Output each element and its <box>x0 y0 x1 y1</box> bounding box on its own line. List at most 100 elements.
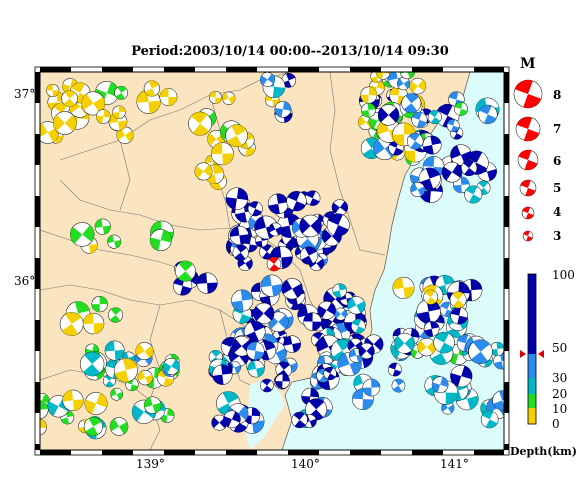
map-title: Period:2003/10/14 00:00--2013/10/14 09:3… <box>131 44 449 59</box>
magnitude-legend-ball-7 <box>515 116 541 142</box>
earthquake-marker-208 <box>351 318 366 334</box>
earthquake-marker-304 <box>417 337 436 357</box>
earthquake-marker-323 <box>431 376 449 394</box>
earthquake-marker-343 <box>79 351 105 377</box>
depth-label-0: 0 <box>552 417 560 431</box>
depth-legend-title: Depth(km) <box>510 445 577 458</box>
depth-band-0-10 <box>528 408 536 424</box>
earthquake-marker-19 <box>159 88 178 106</box>
magnitude-legend-header: M <box>520 56 536 72</box>
earthquake-marker-22 <box>222 91 236 105</box>
earthquake-marker-4 <box>40 121 59 144</box>
earthquake-marker-321 <box>492 390 504 411</box>
earthquake-marker-371 <box>94 218 111 235</box>
earthquake-marker-348 <box>137 370 153 386</box>
earthquake-marker-25 <box>209 90 222 104</box>
earthquake-marker-108 <box>401 93 422 114</box>
earthquake-marker-356 <box>91 296 108 313</box>
magnitude-legend-ball-6 <box>517 149 539 171</box>
earthquake-marker-192 <box>260 274 283 297</box>
earthquake-marker-249 <box>223 410 241 429</box>
earthquake-marker-205 <box>253 302 275 325</box>
earthquake-marker-357 <box>107 307 124 323</box>
earthquake-marker-331 <box>135 342 154 361</box>
earthquake-marker-353 <box>83 417 103 437</box>
earthquake-marker-14 <box>81 91 106 116</box>
earthquake-marker-374 <box>107 234 122 249</box>
earthquake-marker-104 <box>454 102 468 116</box>
earthquake-marker-265 <box>362 378 381 397</box>
magnitude-legend-ball-5 <box>519 179 537 197</box>
mag-label-4: 4 <box>553 205 561 219</box>
earthquake-marker-152 <box>229 225 249 246</box>
earthquake-marker-70 <box>360 86 378 104</box>
earthquake-marker-33 <box>225 124 248 147</box>
earthquake-marker-359 <box>40 418 47 436</box>
earthquake-marker-346 <box>84 392 108 415</box>
depth-marker-left <box>520 350 526 358</box>
earthquake-marker-376 <box>70 222 95 247</box>
earthquake-marker-350 <box>110 387 123 401</box>
earthquake-marker-144 <box>267 193 289 215</box>
earthquake-marker-0 <box>116 126 134 144</box>
mag-label-8: 8 <box>553 88 561 102</box>
earthquake-marker-20 <box>143 80 160 97</box>
earthquake-marker-93 <box>422 135 442 155</box>
earthquake-marker-110 <box>441 161 463 183</box>
depth-label-20: 20 <box>552 387 567 401</box>
earthquake-marker-174 <box>334 307 348 321</box>
earthquake-marker-142 <box>247 201 263 217</box>
mag-label-7: 7 <box>553 122 561 136</box>
earthquake-marker-311 <box>490 341 504 357</box>
lon-label-139: 139° <box>136 457 165 471</box>
earthquake-marker-155 <box>225 187 249 210</box>
earthquake-marker-12 <box>61 90 78 107</box>
earthquake-marker-150 <box>268 222 283 237</box>
depth-band-20-30 <box>528 378 536 394</box>
earthquake-marker-320 <box>480 410 499 429</box>
earthquake-marker-261 <box>388 362 402 377</box>
earthquake-marker-121 <box>331 199 348 216</box>
depth-label-30: 30 <box>552 371 567 385</box>
mag-label-6: 6 <box>553 154 561 168</box>
earthquake-marker-109 <box>461 159 478 177</box>
depth-legend: 100 50 30 20 10 0 Depth(km) <box>510 268 577 458</box>
lat-label-36: 36° <box>14 274 35 288</box>
earthquake-marker-204 <box>317 301 336 320</box>
earthquake-marker-345 <box>109 417 129 436</box>
earthquake-marker-270 <box>358 342 375 359</box>
earthquake-marker-180 <box>283 335 301 353</box>
earthquake-marker-30 <box>210 142 234 166</box>
earthquake-marker-190 <box>347 296 366 315</box>
earthquake-marker-34 <box>188 111 212 136</box>
magnitude-legend-ball-8 <box>513 79 543 109</box>
earthquake-marker-267 <box>391 378 406 393</box>
earthquake-marker-313 <box>433 331 455 354</box>
earthquake-marker-248 <box>212 364 233 385</box>
earthquake-marker-310 <box>493 352 504 370</box>
earthquake-marker-139 <box>304 190 321 206</box>
earthquake-marker-147 <box>299 246 319 265</box>
depth-band-10-20 <box>528 394 536 408</box>
earthquake-marker-102 <box>427 110 442 125</box>
earthquake-marker-101 <box>406 132 424 150</box>
earthquake-marker-302 <box>449 291 467 309</box>
earthquake-marker-38 <box>274 100 292 118</box>
earthquake-marker-153 <box>286 191 307 212</box>
earthquake-marker-154 <box>299 214 322 238</box>
lon-label-141: 141° <box>440 457 469 471</box>
earthquake-marker-78 <box>377 104 400 126</box>
earthquake-marker-16 <box>114 85 129 100</box>
mag-label-5: 5 <box>553 181 561 195</box>
earthquake-marker-296 <box>416 299 441 324</box>
lon-label-140: 140° <box>291 457 320 471</box>
magnitude-legend-ball-4 <box>521 206 535 220</box>
lat-label-37: 37° <box>14 87 35 101</box>
earthquake-marker-76 <box>399 72 416 80</box>
earthquake-marker-293 <box>392 276 415 299</box>
earthquake-marker-347 <box>104 340 125 361</box>
earthquake-marker-363 <box>62 389 84 411</box>
earthquake-marker-358 <box>82 312 105 335</box>
earthquake-marker-365 <box>196 272 218 294</box>
